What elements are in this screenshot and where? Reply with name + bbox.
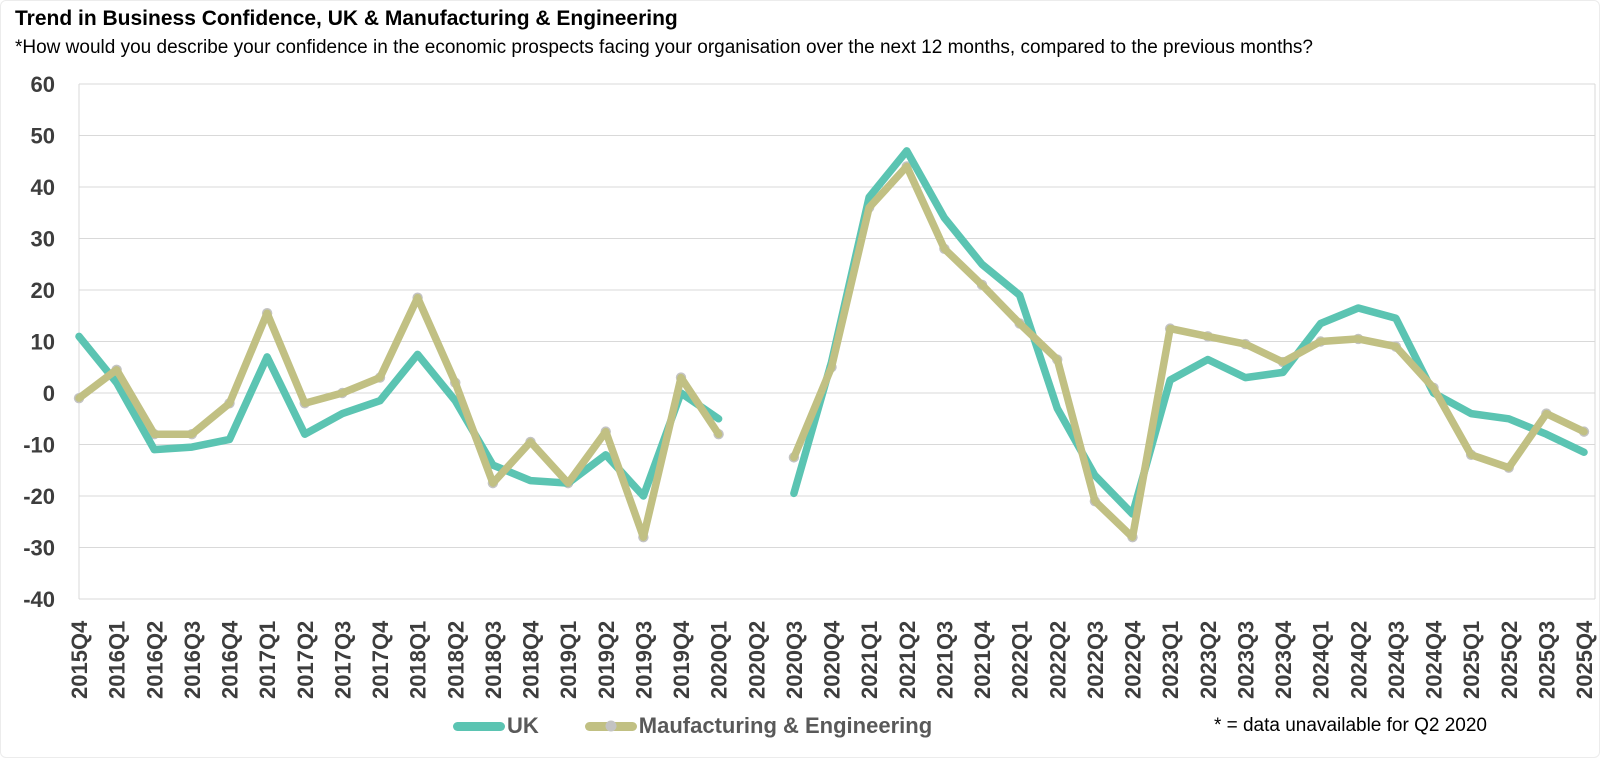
x-axis-tick-label: 2016Q4 xyxy=(218,620,243,699)
uk-line-swatch xyxy=(453,721,505,731)
x-axis-tick-label: 2020Q3 xyxy=(782,621,807,699)
x-axis-tick-label: 2025Q2 xyxy=(1497,621,1522,699)
x-axis-tick-label: 2021Q4 xyxy=(970,620,995,699)
x-axis-tick-label: 2018Q3 xyxy=(481,621,506,699)
series-line-uk xyxy=(75,147,1588,518)
legend-item-uk: UK xyxy=(453,713,539,739)
x-axis-tick-label: 2017Q3 xyxy=(330,621,355,699)
x-axis-tick-label: 2023Q4 xyxy=(1271,620,1296,699)
y-axis-tick-label: 50 xyxy=(31,124,55,149)
chart-subtitle: *How would you describe your confidence … xyxy=(15,37,1314,58)
x-axis-tick-label: 2023Q2 xyxy=(1196,621,1221,699)
x-axis-tick-label: 2019Q4 xyxy=(669,620,694,699)
x-axis-tick-label: 2018Q2 xyxy=(443,621,468,699)
x-axis-tick-label: 2024Q3 xyxy=(1384,621,1409,699)
x-axis-tick-label: 2021Q3 xyxy=(932,621,957,699)
x-axis-tick-label: 2023Q3 xyxy=(1233,621,1258,699)
x-axis-tick-label: 2025Q4 xyxy=(1572,620,1597,699)
y-axis-tick-label: 60 xyxy=(31,72,55,97)
x-axis-tick-label: 2021Q1 xyxy=(857,621,882,699)
y-axis-tick-label: 30 xyxy=(31,227,55,252)
x-axis-tick-label: 2018Q1 xyxy=(406,621,431,699)
x-axis-tick-label: 2024Q4 xyxy=(1422,620,1447,699)
y-axis-tick-label: -10 xyxy=(23,433,55,458)
y-axis-tick-label: 20 xyxy=(31,278,55,303)
x-axis-tick-label: 2017Q1 xyxy=(255,621,280,699)
x-axis-tick-label: 2019Q3 xyxy=(631,621,656,699)
series-line-maufacturing-engineering xyxy=(75,162,1588,541)
x-axis-tick-label: 2016Q1 xyxy=(105,621,130,699)
x-axis-tick-label: 2025Q3 xyxy=(1534,621,1559,699)
x-axis-tick-label: 2017Q2 xyxy=(293,621,318,699)
x-axis-tick-label: 2015Q4 xyxy=(67,620,92,699)
x-axis-tick-label: 2024Q1 xyxy=(1309,621,1334,699)
chart-title: Trend in Business Confidence, UK & Manuf… xyxy=(15,7,678,30)
y-axis-tick-label: -30 xyxy=(23,536,55,561)
x-axis-tick-label: 2018Q4 xyxy=(519,620,544,699)
x-axis-tick-label: 2020Q4 xyxy=(820,620,845,699)
chart-legend: UK Maufacturing & Engineering xyxy=(453,713,932,739)
x-axis-tick-label: 2023Q1 xyxy=(1158,621,1183,699)
x-axis-tick-label: 2022Q2 xyxy=(1045,621,1070,699)
x-axis-tick-label: 2017Q4 xyxy=(368,620,393,699)
x-axis-tick-label: 2022Q4 xyxy=(1121,620,1146,699)
x-axis-tick-label: 2025Q1 xyxy=(1459,621,1484,699)
x-axis-tick-label: 2022Q3 xyxy=(1083,621,1108,699)
y-axis-tick-label: 0 xyxy=(43,381,55,406)
legend-label-uk: UK xyxy=(507,713,539,738)
x-axis-tick-label: 2020Q2 xyxy=(744,621,769,699)
x-axis-tick-label: 2021Q2 xyxy=(895,621,920,699)
missing-data-footnote: * = data unavailable for Q2 2020 xyxy=(1213,715,1487,736)
x-axis-tick-label: 2019Q1 xyxy=(556,621,581,699)
y-axis-tick-label: 10 xyxy=(31,330,55,355)
x-axis-tick-label: 2020Q1 xyxy=(707,621,732,699)
y-axis-tick-label: -40 xyxy=(23,587,55,612)
x-axis-tick-label: 2019Q2 xyxy=(594,621,619,699)
x-axis-tick-label: 2016Q3 xyxy=(180,621,205,699)
x-axis-tick-label: 2022Q1 xyxy=(1008,621,1033,699)
marker-dot xyxy=(605,720,617,732)
x-axis-tick-label: 2016Q2 xyxy=(142,621,167,699)
manufacturing-line-swatch xyxy=(584,720,637,732)
legend-label-manufacturing: Maufacturing & Engineering xyxy=(638,713,933,738)
x-axis-tick-label: 2024Q2 xyxy=(1346,621,1371,699)
y-axis-tick-label: -20 xyxy=(23,484,55,509)
y-axis-tick-label: 40 xyxy=(31,175,55,200)
legend-item-manufacturing: Maufacturing & Engineering xyxy=(584,713,933,739)
